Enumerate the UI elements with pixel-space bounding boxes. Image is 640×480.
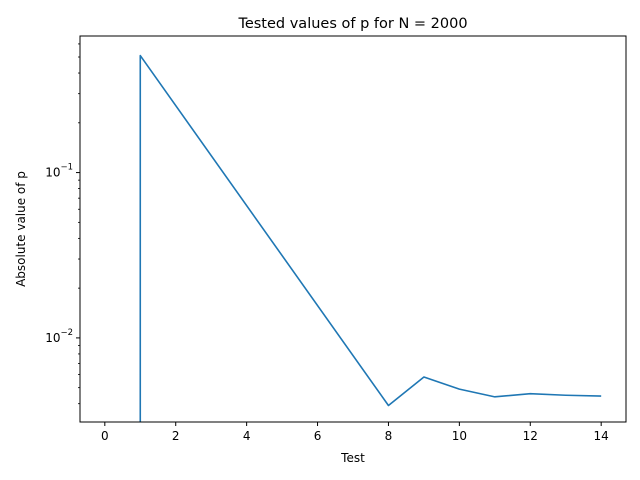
series-line bbox=[139, 54, 602, 422]
x-tick-label: 6 bbox=[314, 429, 322, 443]
x-axis: 0 2 4 6 8 10 12 14 bbox=[101, 422, 609, 443]
plot-frame bbox=[79, 35, 627, 423]
y-axis-label: Absolute value of p bbox=[14, 171, 28, 287]
x-axis-label: Test bbox=[340, 451, 365, 465]
chart-title: Tested values of p for N = 2000 bbox=[237, 16, 467, 32]
y-tick-label: 10−2 bbox=[45, 328, 73, 345]
x-tick-label: 4 bbox=[243, 429, 251, 443]
x-tick-label: 8 bbox=[385, 429, 393, 443]
series-layer bbox=[139, 54, 602, 422]
x-tick-label: 0 bbox=[101, 429, 109, 443]
y-axis: 10−2 10−1 bbox=[45, 43, 80, 405]
x-tick-label: 14 bbox=[594, 429, 609, 443]
x-tick-label: 2 bbox=[172, 429, 180, 443]
x-tick-label: 10 bbox=[452, 429, 467, 443]
x-tick-label: 12 bbox=[523, 429, 538, 443]
y-tick-label: 10−1 bbox=[45, 163, 73, 180]
